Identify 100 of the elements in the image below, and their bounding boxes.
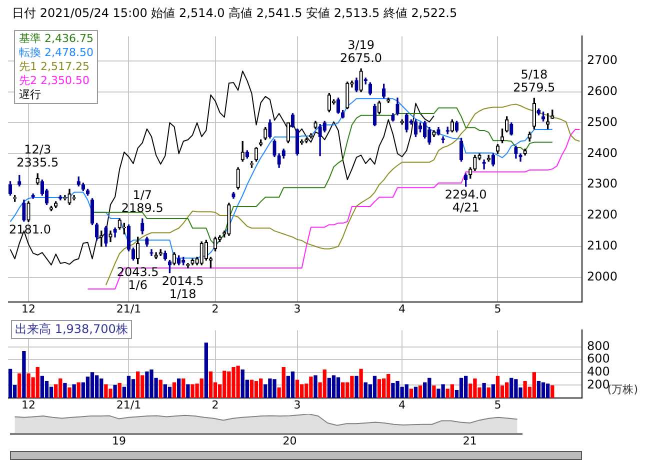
candlestick [309,133,313,139]
candlestick [446,126,450,134]
candlestick [131,248,136,261]
bar [295,380,300,398]
candlestick [8,181,12,196]
candlestick [404,113,408,132]
candlestick [236,167,240,190]
y-tick-label: 2400 [587,146,618,160]
candlestick [396,98,400,116]
bar [182,378,186,398]
bar [290,371,295,398]
candlestick [268,119,272,139]
candlestick [536,108,541,116]
bar [377,379,382,398]
y-tick-label: 2600 [587,84,618,98]
candlestick [436,127,440,136]
candlestick [505,116,509,132]
candlestick [400,119,404,125]
candlestick [300,139,304,145]
candlestick [104,226,108,247]
bar [496,376,500,398]
candlestick [26,201,30,222]
candlestick [154,252,158,260]
bar [250,380,254,398]
bar [536,381,541,398]
x-tick-label: 21 [462,434,477,448]
candlestick [63,195,67,200]
candlestick [190,258,194,266]
candlestick [13,195,17,202]
x-tick-label: 5 [494,398,502,412]
candlestick [359,68,363,92]
candlestick [518,153,522,162]
bar [168,386,172,398]
y-tick-label: 2000 [587,269,618,284]
bar [204,342,208,398]
candlestick [441,136,445,144]
x-tick-label: 5 [494,302,502,316]
candlestick [272,139,276,158]
candlestick [49,206,54,212]
candlestick [232,192,236,199]
bar [532,372,536,398]
bar [18,373,22,398]
bar [208,371,213,398]
candlestick [122,222,126,234]
candlestick [496,144,500,154]
y-tick-label: 2100 [587,238,618,252]
bar [113,384,117,398]
candlestick [336,98,340,114]
y-tick-label: 2300 [587,176,618,191]
candlestick [295,128,300,156]
candlestick [432,130,436,137]
bar [354,376,358,398]
annotation: 1/7 2189.5 [121,188,164,215]
bar [131,379,136,398]
candlestick [391,113,395,122]
y-tick-label: 600 [587,352,610,366]
bar [336,377,340,398]
annotation: 2294.0 4/21 [444,188,487,215]
bar [432,386,436,398]
candlestick [18,174,22,186]
x-tick-label: 3 [294,302,301,316]
bar [459,378,464,398]
candlestick [22,200,26,222]
candlestick [541,112,546,122]
x-tick-label: 12 [22,302,36,316]
bar [409,388,413,398]
bar [423,382,427,398]
candlestick [108,230,112,242]
bar [486,387,490,398]
candlestick [514,146,518,159]
bar [450,384,454,398]
bar [314,375,318,398]
candlestick [126,224,131,252]
candlestick [341,110,345,118]
candlestick [90,198,94,226]
bar [491,384,495,398]
candlestick [277,153,281,168]
annotation: 5/18 2579.5 [513,67,556,94]
candlestick [31,193,35,199]
candlestick [290,113,295,128]
bar [332,375,336,398]
candlestick [72,195,76,200]
bar [414,386,418,398]
bar [418,386,422,398]
text: 転換 2,478.50 [19,46,94,60]
candlestick [95,222,99,241]
candlestick [250,161,254,168]
x-tick-label: 3 [294,398,301,412]
candlestick [464,173,468,187]
candlestick [186,263,190,268]
candlestick [354,78,358,92]
bar [118,382,122,398]
bar [177,378,181,398]
bar [126,376,131,398]
candlestick [150,249,154,256]
candlestick [414,119,418,137]
y-tick-label: 2200 [587,208,618,222]
candlestick [81,182,85,192]
candlestick [304,138,308,144]
bar [63,382,67,398]
